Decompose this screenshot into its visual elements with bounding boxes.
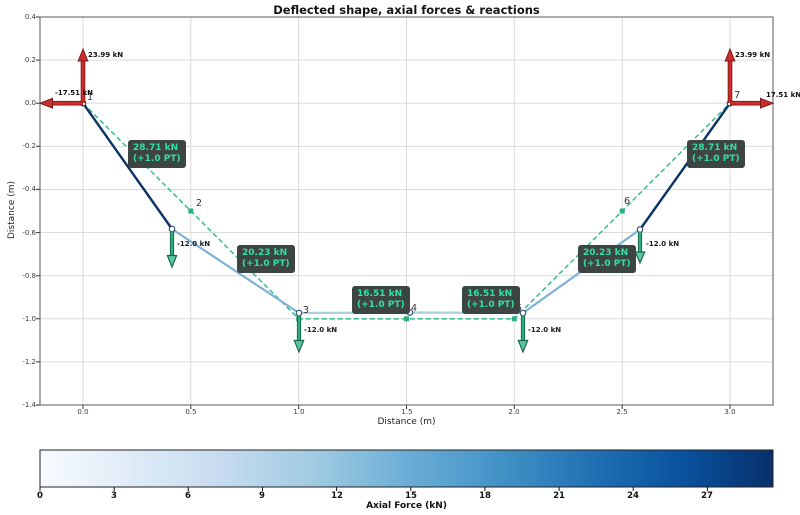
y-tick-label: -0.8 [22, 272, 36, 280]
load-arrow-node6-icon [634, 231, 646, 265]
reaction-up-arrow-node7-icon [724, 47, 736, 103]
y-tick-label: -1.4 [22, 401, 36, 409]
member-force-annotation-6-7: 28.71 kN (+1.0 PT) [687, 140, 745, 168]
reaction-up-arrow-node1-icon [77, 47, 89, 103]
x-tick-label: 2.5 [616, 408, 628, 416]
node-label-6: 6 [624, 196, 631, 207]
node-label-1: 1 [87, 92, 94, 103]
member-force-value: 20.23 kN [583, 248, 629, 258]
member-force-annotation-4-5: 16.51 kN (+1.0 PT) [462, 286, 520, 314]
load-arrow-node2-icon [166, 231, 178, 269]
colorbar-tick-label: 21 [553, 491, 565, 501]
x-tick-label: 0.5 [185, 408, 197, 416]
reaction-value-node7-vertical: 23.99 kN [735, 51, 771, 59]
member-force-pt: (+1.0 PT) [467, 300, 515, 310]
y-tick-label: 0.4 [24, 13, 36, 21]
x-tick-label: 1.0 [293, 408, 305, 416]
member-2-3-line [170, 227, 301, 315]
y-tick-label: -0.2 [22, 142, 36, 150]
y-axis-tickmarks [36, 16, 40, 406]
colorbar-tick-label: 24 [627, 491, 639, 501]
colorbar-axis-label: Axial Force (kN) [366, 501, 447, 511]
member-force-value: 20.23 kN [242, 248, 288, 258]
member-force-value: 16.51 kN [467, 289, 513, 299]
colorbar-tick-label: 12 [331, 491, 343, 501]
reaction-value-node7-horizontal: 17.51 kN [766, 91, 800, 99]
colorbar-tick-label: 6 [185, 491, 191, 501]
colorbar-tickmarks [39, 487, 708, 491]
colorbar-tick-label: 9 [259, 491, 265, 501]
colorbar-tick-label: 27 [701, 491, 713, 501]
y-tick-label: -1.2 [22, 358, 36, 366]
plot-border [39, 16, 774, 406]
load-value-node6: -12.0 kN [646, 240, 680, 248]
y-tick-label: 0.0 [24, 99, 36, 107]
load-value-node5: -12.0 kN [528, 326, 562, 334]
member-force-annotation-1-2: 28.71 kN (+1.0 PT) [128, 140, 186, 168]
x-axis-tickmarks [82, 405, 731, 409]
member-1-2-line [81, 101, 174, 231]
node-label-4: 4 [411, 303, 418, 314]
x-tick-label: 0.0 [77, 408, 89, 416]
node-label-2: 2 [196, 198, 203, 209]
reaction-value-node1-vertical: 23.99 kN [88, 51, 124, 59]
colorbar-gradient [39, 449, 774, 488]
y-tick-label: -0.6 [22, 229, 36, 237]
member-force-annotation-5-6: 20.23 kN (+1.0 PT) [578, 245, 636, 273]
member-force-annotation-2-3: 20.23 kN (+1.0 PT) [237, 245, 295, 273]
node-label-3: 3 [303, 305, 310, 316]
member-force-pt: (+1.0 PT) [357, 300, 405, 310]
x-tick-label: 1.5 [401, 408, 413, 416]
colorbar-tick-label: 3 [111, 491, 117, 501]
colorbar-tick-label: 18 [479, 491, 491, 501]
load-arrows [166, 231, 646, 354]
colorbar-tick-label: 15 [405, 491, 417, 501]
member-force-pt: (+1.0 PT) [133, 154, 181, 164]
gridlines-vertical [82, 17, 731, 405]
reaction-left-arrow-node1-icon [38, 97, 83, 109]
x-axis-label: Distance (m) [377, 417, 436, 427]
y-tick-label: -0.4 [22, 185, 36, 193]
y-tick-label: 0.2 [24, 56, 36, 64]
reaction-value-node1-horizontal: -17.51 kN [55, 89, 93, 97]
member-force-value: 28.71 kN [692, 143, 738, 153]
y-tick-label: -1.0 [22, 315, 36, 323]
x-tick-label: 2.0 [508, 408, 520, 416]
x-tick-label: 3.0 [724, 408, 736, 416]
node-label-7: 7 [734, 90, 741, 101]
load-arrow-node5-icon [517, 315, 529, 354]
chart-title: Deflected shape, axial forces & reaction… [273, 3, 540, 17]
member-force-value: 16.51 kN [357, 289, 403, 299]
load-value-node2: -12.0 kN [177, 240, 211, 248]
member-force-pt: (+1.0 PT) [242, 259, 290, 269]
member-force-pt: (+1.0 PT) [692, 154, 740, 164]
reaction-right-arrow-node7-icon [730, 97, 775, 109]
load-arrow-node3-icon [293, 315, 305, 354]
reaction-arrows [38, 47, 775, 109]
load-value-node3: -12.0 kN [304, 326, 338, 334]
member-force-value: 28.71 kN [133, 143, 179, 153]
colorbar-tick-label: 0 [37, 491, 43, 501]
member-force-pt: (+1.0 PT) [583, 259, 631, 269]
member-6-7-line [638, 101, 732, 231]
member-force-annotation-3-4: 16.51 kN (+1.0 PT) [352, 286, 410, 314]
